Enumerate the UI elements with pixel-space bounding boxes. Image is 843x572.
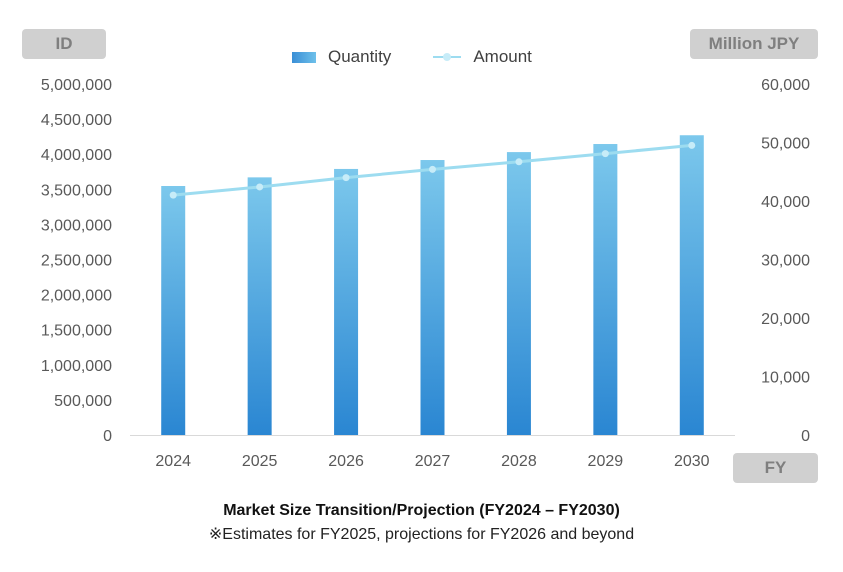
chart-title: Market Size Transition/Projection (FY202…	[223, 502, 620, 519]
bar-quantity	[334, 168, 359, 435]
x-tick-label: 2030	[674, 453, 710, 470]
left-tick-label: 1,500,000	[41, 323, 112, 340]
bar-quantity	[506, 152, 531, 435]
x-axis-label: FY	[733, 453, 818, 483]
x-tick-label: 2026	[328, 453, 364, 470]
point-amount	[169, 191, 177, 199]
left-tick-label: 4,500,000	[41, 112, 112, 129]
legend-quantity: Quantity	[328, 47, 392, 66]
point-amount	[688, 141, 696, 149]
point-amount	[256, 183, 264, 191]
x-tick-label: 2027	[415, 453, 451, 470]
bar-quantity	[161, 186, 186, 435]
left-tick-label: 0	[103, 428, 112, 445]
left-tick-label: 500,000	[54, 393, 112, 410]
point-amount	[342, 174, 350, 182]
x-tick-label: 2024	[155, 453, 191, 470]
right-tick-label: 60,000	[761, 77, 810, 94]
bar-quantity	[593, 144, 618, 435]
left-tick-label: 2,500,000	[41, 253, 112, 270]
bar-quantity	[247, 177, 272, 435]
left-tick-label: 3,500,000	[41, 182, 112, 199]
point-amount	[601, 150, 609, 158]
chart-subtitle: ※Estimates for FY2025, projections for F…	[208, 526, 635, 543]
x-tick-label: 2029	[588, 453, 624, 470]
right-tick-label: 30,000	[761, 253, 810, 270]
legend-amount: Amount	[473, 47, 532, 66]
point-amount	[429, 165, 436, 173]
left-tick-label: 2,000,000	[41, 288, 112, 305]
left-tick-label: 3,000,000	[41, 217, 112, 234]
x-tick-label: 2028	[501, 453, 537, 470]
right-tick-label: 20,000	[761, 311, 810, 328]
x-tick-label: 2025	[242, 453, 278, 470]
chart: 0 500,000 1,000,000 1,500,000 2,000,000 2,500…	[41, 77, 810, 470]
left-tick-label: 4,000,000	[41, 147, 112, 164]
left-tick-label: 1,000,000	[41, 358, 112, 375]
legend-bar-swatch	[292, 51, 316, 63]
left-axis-label: ID	[22, 29, 106, 59]
right-tick-label: 50,000	[761, 136, 810, 153]
bar-quantity	[420, 160, 445, 435]
point-amount	[515, 158, 523, 166]
legend-line-swatch	[433, 53, 462, 61]
right-tick-label: 0	[801, 428, 810, 445]
legend: Quantity Amount	[292, 47, 532, 67]
right-tick-label: 10,000	[761, 370, 810, 387]
right-axis-label: Million JPY	[690, 29, 818, 59]
right-tick-label: 40,000	[761, 194, 810, 211]
left-tick-label: 5,000,000	[41, 77, 112, 94]
bar-quantity	[679, 135, 704, 435]
